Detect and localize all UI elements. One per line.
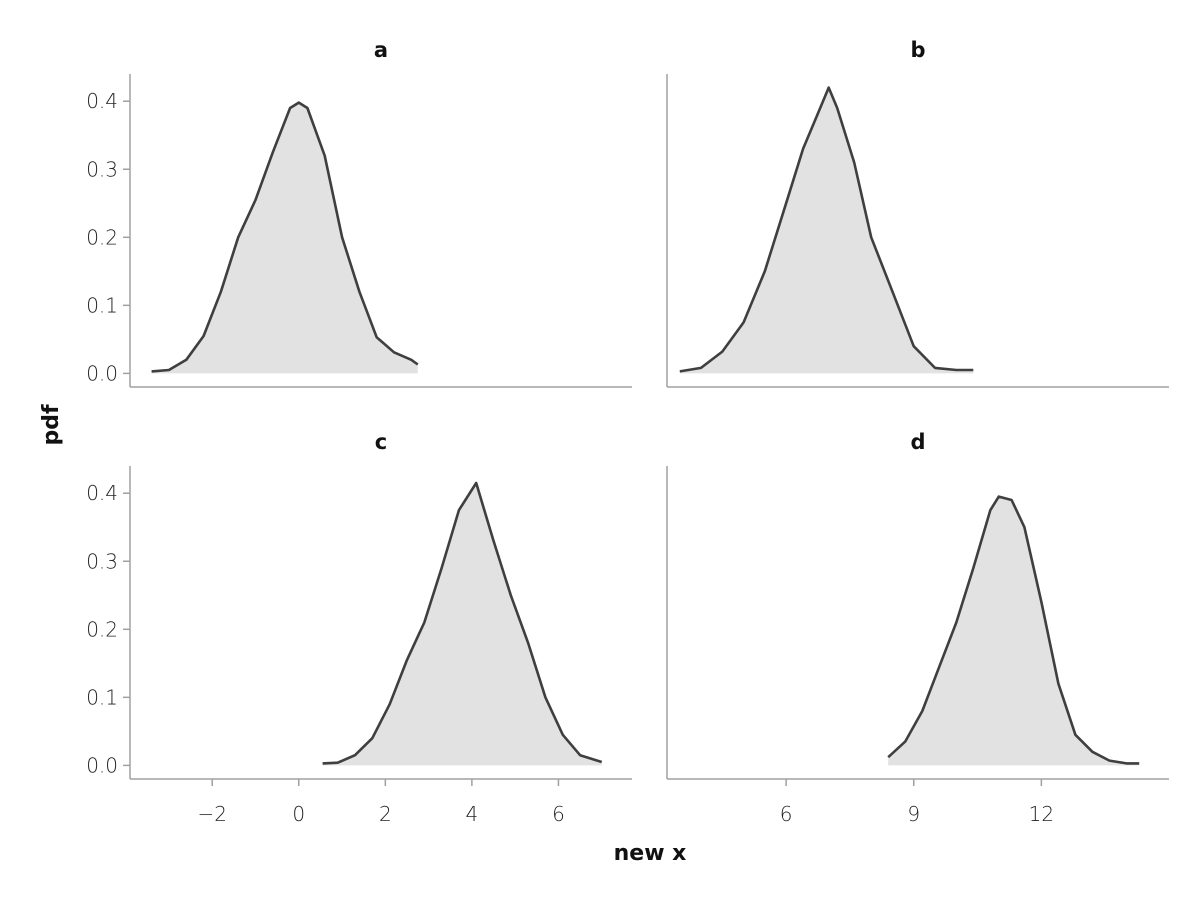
y-tick-label: 0.0 bbox=[86, 361, 118, 385]
panel-d: d 6 9 12 bbox=[666, 430, 1169, 826]
panel-title-a: a bbox=[374, 38, 388, 62]
y-axis-title: pdf bbox=[39, 404, 64, 445]
y-tick-label: 0.1 bbox=[86, 685, 118, 709]
y-tick-label: 0.0 bbox=[86, 753, 118, 777]
y-tick-label: 0.4 bbox=[86, 481, 118, 505]
x-tick-label: 0 bbox=[292, 802, 305, 826]
density-area-a bbox=[151, 102, 418, 374]
panel-c: c 0.0 0.1 0.2 0.3 0.4 −2 0 2 4 6 bbox=[86, 430, 632, 826]
y-tick-label: 0.3 bbox=[86, 157, 118, 181]
y-tick-label: 0.1 bbox=[86, 293, 118, 317]
x-tick-label: 6 bbox=[780, 802, 793, 826]
x-tick-label: −2 bbox=[197, 802, 226, 826]
density-line-d bbox=[887, 495, 1140, 765]
density-line-b bbox=[679, 86, 974, 373]
panel-b: b bbox=[666, 38, 1169, 388]
y-tick-label: 0.2 bbox=[86, 225, 118, 249]
panel-title-d: d bbox=[910, 430, 925, 454]
x-tick-label: 4 bbox=[466, 802, 479, 826]
density-area-b bbox=[679, 87, 974, 374]
density-area-c bbox=[322, 483, 602, 766]
x-axis-title: new x bbox=[614, 841, 687, 866]
y-tick-label: 0.2 bbox=[86, 617, 118, 641]
density-area-d bbox=[888, 496, 1140, 766]
y-tick-label: 0.3 bbox=[86, 549, 118, 573]
panel-title-c: c bbox=[375, 430, 387, 454]
density-line-a bbox=[151, 101, 419, 373]
panel-a: a 0.0 0.1 0.2 0.3 0.4 bbox=[86, 38, 632, 388]
y-tick-label: 0.4 bbox=[86, 89, 118, 113]
x-tick-label: 9 bbox=[907, 802, 920, 826]
x-tick-label: 2 bbox=[379, 802, 392, 826]
density-line-c bbox=[322, 481, 603, 765]
panel-title-b: b bbox=[910, 38, 925, 62]
x-tick-label: 6 bbox=[552, 802, 565, 826]
x-tick-label: 12 bbox=[1029, 802, 1054, 826]
